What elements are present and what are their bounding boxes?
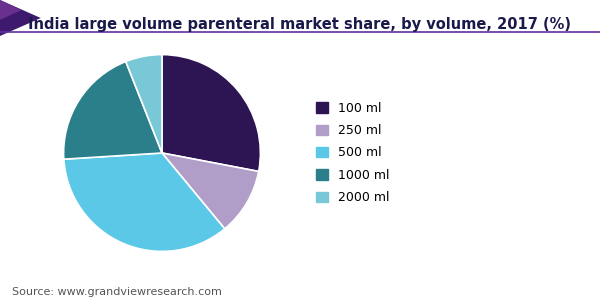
Polygon shape bbox=[0, 0, 41, 36]
Wedge shape bbox=[162, 153, 259, 229]
Wedge shape bbox=[126, 55, 162, 153]
Text: Source: www.grandviewresearch.com: Source: www.grandviewresearch.com bbox=[12, 287, 222, 297]
Wedge shape bbox=[64, 153, 225, 251]
Wedge shape bbox=[162, 55, 260, 171]
Text: India large volume parenteral market share, by volume, 2017 (%): India large volume parenteral market sha… bbox=[29, 16, 571, 32]
Wedge shape bbox=[64, 61, 162, 159]
Polygon shape bbox=[0, 0, 22, 20]
Legend: 100 ml, 250 ml, 500 ml, 1000 ml, 2000 ml: 100 ml, 250 ml, 500 ml, 1000 ml, 2000 ml bbox=[311, 97, 395, 209]
